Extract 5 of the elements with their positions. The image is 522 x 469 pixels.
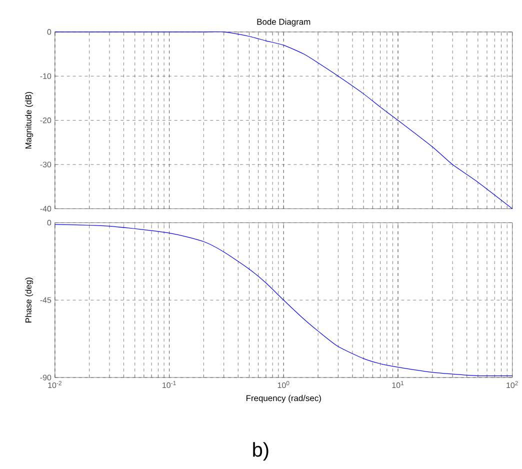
y-axis-title: Phase (deg) (25, 277, 34, 322)
y-axis-title: Magnitude (dB) (25, 92, 34, 148)
x-axis-title: Frequency (rad/sec) (246, 394, 321, 403)
chart-title: Bode Diagram (257, 18, 310, 26)
text: b) (253, 442, 268, 460)
